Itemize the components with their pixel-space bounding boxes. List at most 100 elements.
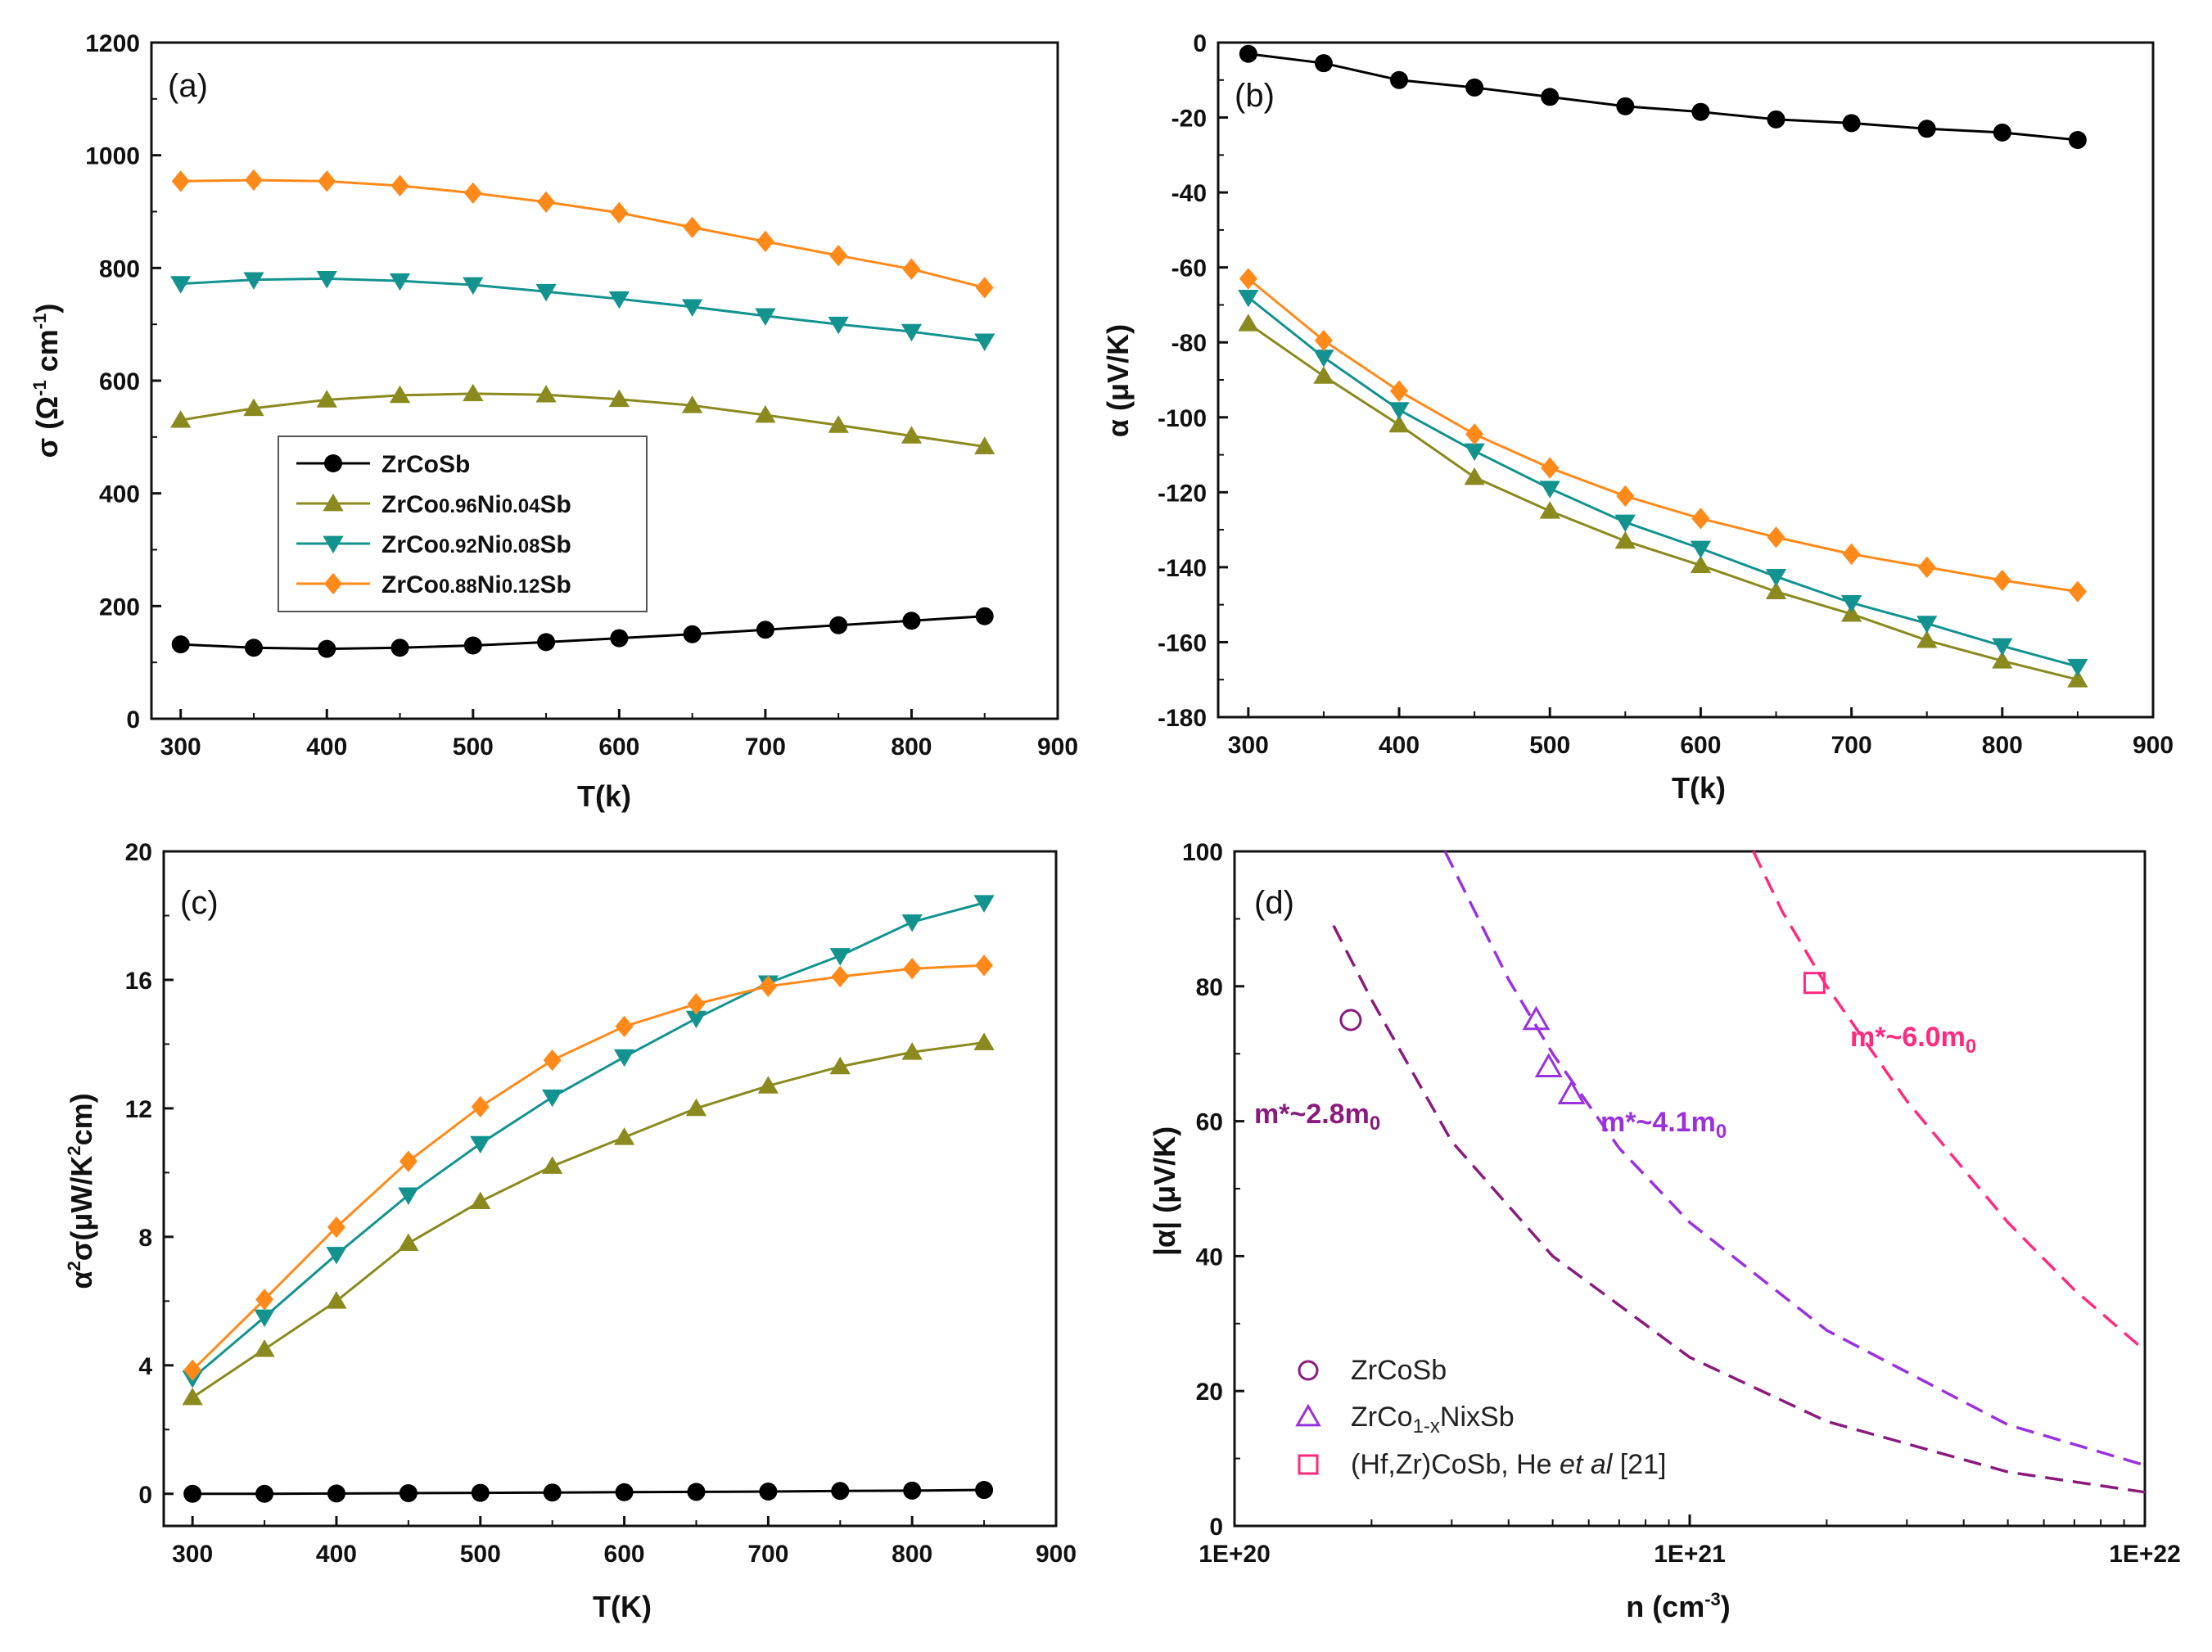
panel-a-point-Ni012-550 [537,191,556,213]
panel-a-x-axis-label: T(k) [577,779,631,813]
legend-zrcosb-text: ZrCoSb [381,451,470,478]
panel-a-point-Ni004-500 [463,383,484,402]
panel-c-y-label-end: cm) [65,1093,98,1145]
panel-a-point-Ni004-450 [389,385,411,404]
panel-b-point-ZrCoSb-750 [1917,120,1936,138]
panel-c-series-line-Ni012 [192,964,985,1371]
panel-a-point-Ni012-300 [171,170,190,192]
panel-a-point-Ni012-800 [902,258,921,280]
panel-a-point-ZrCoSb-400 [318,639,336,658]
panel-d-y-axis-label: |α| (μV/K) [1148,1126,1182,1256]
legend-marker-Ni012 [324,572,342,595]
panel-a-point-ZrCoSb-350 [244,639,263,657]
panel-a-series-line-Ni012 [180,178,986,289]
panel-a-label: (a) [168,68,208,104]
panel-b-point-Ni012-850 [2068,580,2087,603]
panel-b-point-Ni012-400 [1390,380,1409,402]
panel-b-point-Ni008-500 [1539,481,1560,499]
panel-b-point-Ni008-300 [1238,289,1259,308]
panel-c-y-label-base: α [65,1271,98,1289]
panel-a: 300 400 500 600 700 800 900 0 200 400 600 800 1000 12… [29,30,1078,813]
panel-a-point-ZrCoSb-800 [902,612,921,630]
legend-d-marker-0 [1298,1360,1319,1381]
panel-c-point-Ni008-500 [470,1135,491,1154]
panel-a-point-ZrCoSb-550 [537,633,556,652]
panel-a-point-Ni004-650 [681,395,703,413]
panel-a-point-Ni008-850 [974,333,995,351]
panel-a-point-Ni008-800 [901,323,923,342]
panel-a-point-Ni004-400 [316,390,337,408]
panel-c-x-axis-label: T(K) [593,1590,652,1623]
legend-ni008-small2: 0.08 [502,535,540,557]
fit-label-m4-1: m*~4.1m0 [1600,1107,1727,1143]
panel-a-point-Ni008-600 [608,291,630,309]
panel-c-xtick-label-300: 300 [172,1541,213,1568]
panel-c-ytick-label-12: 12 [125,1096,152,1123]
panel-a-point-Ni008-500 [463,277,484,296]
panel-b-point-Ni012-650 [1767,526,1785,548]
panel-c-point-ZrCoSb-500 [471,1483,490,1502]
panel-c-label: (c) [180,885,219,921]
panel-c-point-Ni004-400 [326,1291,347,1309]
panel-c-point-Ni004-650 [685,1098,707,1117]
panel-c-point-ZrCoSb-600 [615,1483,634,1501]
panel-c-point-ZrCoSb-550 [543,1483,562,1502]
panel-b-point-ZrCoSb-700 [1842,114,1861,133]
panel-c-point-Ni008-450 [398,1187,419,1205]
panel-a-point-Ni012-850 [975,277,994,299]
legend-marker-Ni004 [323,493,344,512]
panel-b-ytick-label--120: -120 [1158,480,1207,507]
panel-a-ytick-label-1000: 1000 [85,143,140,170]
panel-c-point-ZrCoSb-700 [759,1483,778,1501]
panel-c-point-Ni004-600 [613,1127,635,1145]
panel-c-xtick-label-800: 800 [892,1541,932,1568]
panel-c-point-Ni004-300 [182,1387,203,1406]
panel-c-point-Ni012-600 [615,1015,634,1038]
panel-b-y-axis-label: α (μV/K) [1101,324,1135,437]
panel-a-point-Ni008-450 [389,273,411,291]
panel-c-point-ZrCoSb-750 [831,1482,850,1501]
fit-label-m6-0-sub: 0 [1966,1036,1976,1058]
panel-d-ytick-label-20: 20 [1196,1379,1223,1406]
panel-c-point-ZrCoSb-400 [327,1484,345,1503]
panel-c-series-line-Ni008 [192,901,985,1379]
panel-c-point-Ni008-550 [542,1089,563,1108]
panel-b: 300 400 500 600 700 800 900 -180 -160 -140 -120 -10… [1101,30,2174,805]
fit-label-m6-0: m*~6.0m0 [1850,1022,1976,1058]
panel-c-point-Ni008-600 [613,1049,635,1067]
panel-d-x-label-base: n (cm [1626,1590,1704,1623]
panel-a-point-Ni012-450 [390,174,409,197]
panel-a-series-line-Ni004 [180,392,985,449]
panel-a-point-Ni012-650 [683,216,702,238]
panel-b-xtick-label-500: 500 [1529,732,1570,759]
panel-a-point-Ni008-300 [170,276,192,294]
panel-c-series-line-ZrCoSb [192,1488,985,1496]
panel-b-point-ZrCoSb-350 [1314,54,1333,73]
legend-item-ni004: ZrCo0.96Ni0.04Sb [381,491,571,518]
legend-d-marker-1 [1295,1403,1321,1427]
panel-b-point-Ni004-350 [1313,366,1334,384]
panel-b-ytick-label--20: -20 [1171,106,1207,133]
legend-ni008-prefix: ZrCo [381,531,439,558]
panel-c-ytick-label-8: 8 [138,1225,152,1252]
panel-b-point-ZrCoSb-300 [1239,44,1257,63]
panel-d-label: (d) [1254,885,1294,921]
panel-a-y-label-end: ) [30,304,64,314]
panel-b-ytick-label--40: -40 [1171,180,1207,207]
panel-a-point-Ni004-700 [755,404,776,423]
panel-b-point-Ni004-800 [1992,651,2013,669]
fit-curve-m2.8 [1332,924,2146,1494]
legend-ni004-suffix: Sb [539,491,571,518]
panel-a-xtick-label-700: 700 [745,733,786,761]
fit-curve-m6 [1752,851,2147,1352]
panel-a-point-ZrCoSb-300 [171,635,190,654]
panel-a-y-label-mid: cm [30,329,64,380]
panel-a-y-label-sup1: -1 [29,380,50,396]
panel-a-point-Ni008-550 [535,283,557,302]
panel-a-legend: ZrCoSb ZrCo0.96Ni0.04Sb ZrCo0.92Ni0.08Sb… [278,436,648,612]
fit-label-m4-1-sub: 0 [1716,1121,1727,1143]
panel-a-point-Ni004-300 [170,410,192,428]
panel-b-point-Ni004-300 [1238,314,1259,332]
panel-d-point-1-2 [1557,1080,1586,1104]
panel-a-y-axis-label: σ (Ω-1 cm-1) [29,304,64,458]
